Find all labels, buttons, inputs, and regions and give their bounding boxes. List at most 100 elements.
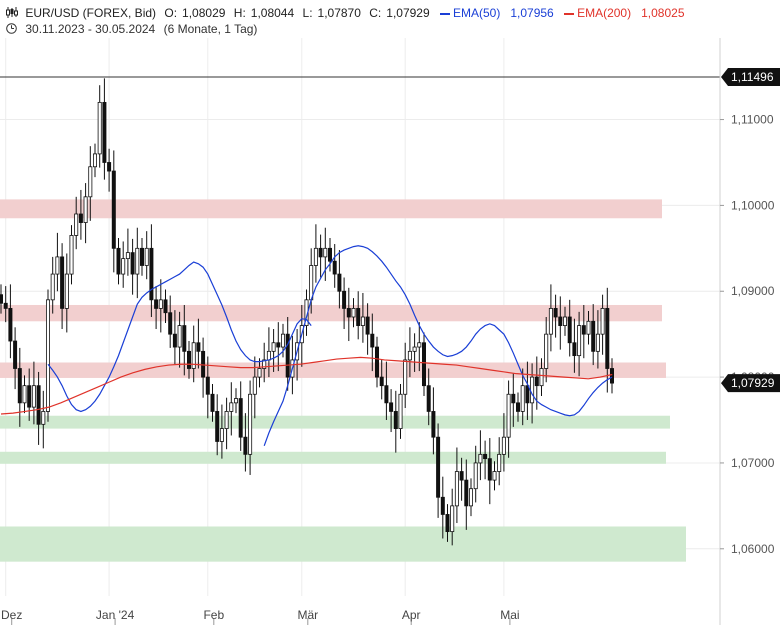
candle-body bbox=[285, 333, 290, 378]
candle-body bbox=[50, 273, 55, 301]
candle-body bbox=[483, 453, 488, 460]
candle-body bbox=[210, 393, 215, 412]
candle-body bbox=[370, 333, 375, 348]
candle-body bbox=[525, 385, 530, 404]
high-value: 1,08044 bbox=[250, 6, 295, 20]
candle-body bbox=[492, 471, 497, 481]
candle-body bbox=[544, 333, 549, 369]
candle-body bbox=[450, 505, 455, 533]
price-tag-label: 1,07929 bbox=[731, 376, 775, 390]
candle-body bbox=[139, 247, 144, 266]
candle-body bbox=[276, 342, 281, 348]
candle-body bbox=[332, 260, 337, 275]
ema50-line-early bbox=[47, 261, 312, 413]
candle-body bbox=[337, 273, 342, 292]
candle-body bbox=[219, 428, 224, 442]
candle-body bbox=[93, 153, 98, 168]
candle-body bbox=[534, 376, 539, 387]
candle-body bbox=[313, 247, 318, 266]
ema200-line bbox=[0, 356, 613, 415]
candle-body bbox=[182, 325, 187, 352]
candle-body bbox=[163, 299, 168, 314]
ema50-legend[interactable]: EMA(50) bbox=[438, 6, 505, 20]
candle-body bbox=[177, 325, 182, 348]
candle-body bbox=[31, 385, 36, 408]
last-price-tag: 1,07929 bbox=[721, 374, 780, 393]
y-tick-label: 1,09000 bbox=[731, 284, 775, 298]
candle-body bbox=[572, 342, 577, 357]
low-value: 1,07870 bbox=[317, 6, 361, 20]
candle-body bbox=[464, 479, 469, 507]
high-label: H: bbox=[233, 6, 246, 20]
candle-body bbox=[107, 162, 112, 172]
candle-body bbox=[459, 471, 464, 481]
x-tick-label: Feb bbox=[203, 608, 224, 622]
candle-body bbox=[17, 368, 22, 404]
date-range: 30.11.2023 - 30.05.2024 bbox=[25, 22, 156, 36]
candle-body bbox=[426, 385, 431, 412]
candle-body bbox=[3, 302, 8, 309]
candle-body bbox=[41, 411, 46, 425]
support-zone bbox=[0, 415, 670, 429]
resistance-zone bbox=[0, 304, 662, 322]
candle-body bbox=[421, 342, 426, 387]
candle-body bbox=[224, 411, 229, 429]
candle-body bbox=[577, 325, 582, 357]
candle-body bbox=[252, 376, 257, 395]
ema-lines bbox=[0, 245, 613, 446]
candle-body bbox=[342, 290, 347, 309]
candle-body bbox=[384, 385, 389, 404]
candle-body bbox=[172, 333, 177, 348]
price-tag-label: 1,11496 bbox=[731, 70, 774, 84]
candle-body bbox=[154, 299, 159, 309]
ema50-line bbox=[263, 245, 613, 446]
x-tick-label: Dez bbox=[1, 608, 22, 622]
candles bbox=[0, 78, 615, 546]
candle-body bbox=[595, 333, 600, 352]
x-tick-label: Jan '24 bbox=[96, 608, 135, 622]
candle-body bbox=[445, 514, 450, 533]
candle-body bbox=[64, 273, 69, 309]
candle-body bbox=[74, 213, 79, 236]
candle-body bbox=[130, 252, 135, 275]
candle-body bbox=[318, 247, 323, 258]
candle-body bbox=[158, 299, 163, 309]
support-zone bbox=[0, 451, 666, 464]
candle-body bbox=[393, 411, 398, 429]
price-tags: 1,11496 1,07929 bbox=[721, 67, 780, 393]
candle-body bbox=[248, 393, 253, 455]
ema200-value: 1,08025 bbox=[641, 6, 685, 20]
candle-body bbox=[238, 398, 243, 438]
candle-body bbox=[454, 471, 459, 507]
candle-body bbox=[309, 265, 314, 301]
close-label: C: bbox=[369, 6, 382, 20]
clock-icon bbox=[6, 23, 17, 34]
candle-body bbox=[135, 247, 140, 275]
candle-body bbox=[548, 308, 553, 335]
candle-body bbox=[243, 436, 248, 455]
ema50-value: 1,07956 bbox=[510, 6, 554, 20]
candle-body bbox=[205, 376, 210, 395]
candle-body bbox=[497, 453, 502, 472]
candle-body bbox=[356, 308, 361, 326]
ema200-legend[interactable]: EMA(200) bbox=[562, 6, 636, 20]
candle-body bbox=[271, 342, 276, 352]
open-value: 1,08029 bbox=[182, 6, 226, 20]
candle-body bbox=[102, 101, 107, 163]
candle-body bbox=[69, 235, 74, 275]
candle-body bbox=[346, 308, 351, 318]
candle-body bbox=[8, 308, 13, 342]
candlestick-icon[interactable] bbox=[6, 7, 18, 18]
candle-body bbox=[520, 385, 525, 412]
candle-body bbox=[323, 247, 328, 258]
candle-body bbox=[78, 213, 83, 223]
candle-body bbox=[327, 247, 332, 262]
candle-body bbox=[88, 166, 93, 198]
price-tag-box bbox=[721, 67, 780, 86]
price-zones bbox=[0, 199, 686, 562]
candle-body bbox=[567, 316, 572, 344]
candle-body bbox=[563, 316, 568, 326]
candle-body bbox=[506, 393, 511, 438]
candle-body bbox=[468, 488, 473, 507]
